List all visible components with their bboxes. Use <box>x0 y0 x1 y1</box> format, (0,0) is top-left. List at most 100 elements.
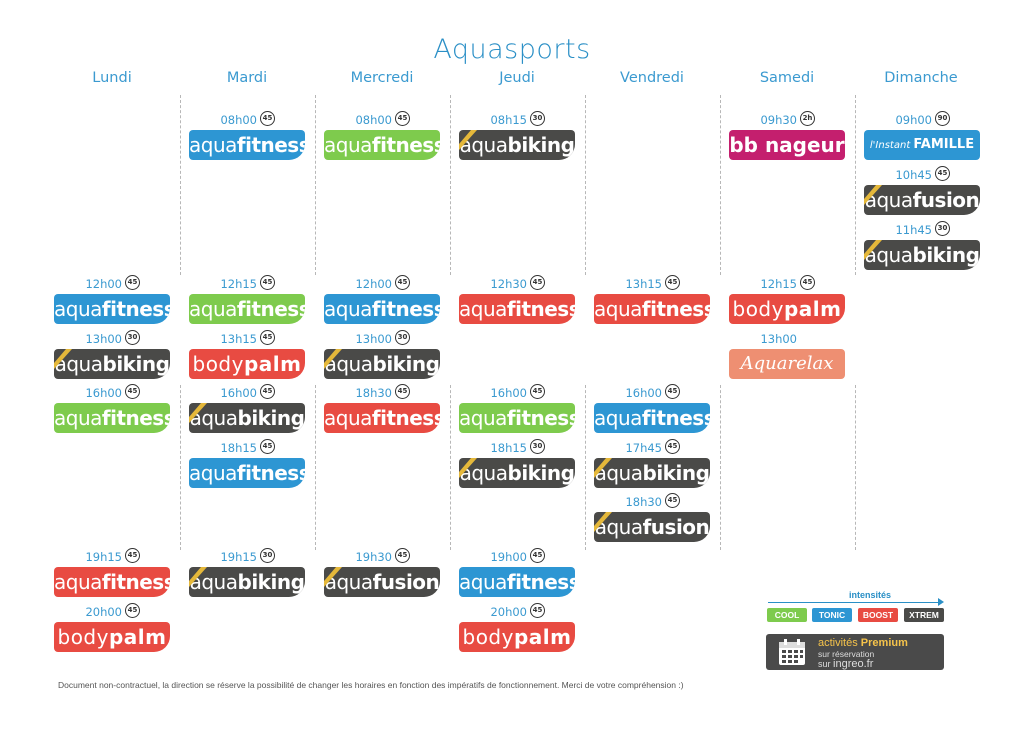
duration-badge: 45 <box>260 111 275 126</box>
activity-label-main: biking <box>372 352 440 376</box>
activity-label-prefix: aqua <box>459 461 508 485</box>
activity-label-main: palm <box>513 625 572 649</box>
activity-label: bb nageur <box>729 133 845 157</box>
activity-badge: aquafitness <box>594 294 710 324</box>
activity-badge: aquabiking <box>594 458 710 488</box>
session-time: 08h15 <box>490 113 527 127</box>
activity-badge: aquafitness <box>459 294 575 324</box>
activity-label-prefix: aqua <box>594 297 642 321</box>
activity-label-main: fitness <box>371 133 440 157</box>
activity-badge: Aquarelax <box>729 349 845 379</box>
activity-label-main: biking <box>237 406 305 430</box>
day-header-6: Dimanche <box>884 70 958 86</box>
activity-label-prefix: aqua <box>594 515 643 539</box>
activity-badge: bodypalm <box>189 349 305 379</box>
activity-label-main: fitness <box>506 406 575 430</box>
activity-label-main: biking <box>102 352 170 376</box>
legend-arrow-icon <box>938 598 944 606</box>
activity-label-prefix: aqua <box>459 133 508 157</box>
duration-badge: 45 <box>395 548 410 563</box>
activity-badge: aquafitness <box>459 403 575 433</box>
duration-badge: 30 <box>530 439 545 454</box>
column-divider <box>450 95 451 275</box>
page-title: Aquasports <box>433 34 591 65</box>
activity-label-prefix: aqua <box>324 297 372 321</box>
legend-arrow-line <box>768 602 940 603</box>
duration-badge: 45 <box>125 603 140 618</box>
session-time: 09h30 <box>760 113 797 127</box>
column-divider <box>855 385 856 550</box>
activity-label-prefix: aqua <box>324 570 373 594</box>
activity-label-main: biking <box>507 133 575 157</box>
activity-label-main: fitness <box>101 406 170 430</box>
activity-badge: aquafitness <box>594 403 710 433</box>
activity-label-prefix: body <box>462 625 514 649</box>
activity-badge: bodypalm <box>54 622 170 652</box>
activity-badge: aquabiking <box>324 349 440 379</box>
duration-badge: 30 <box>125 330 140 345</box>
duration-badge: 45 <box>800 275 815 290</box>
activity-badge: aquafusion <box>594 512 710 542</box>
activity-label-prefix: aqua <box>459 570 507 594</box>
activity-badge: aquafitness <box>324 403 440 433</box>
activity-badge: aquafitness <box>189 294 305 324</box>
session-time: 08h00 <box>355 113 392 127</box>
session-time: 19h15 <box>85 550 122 564</box>
premium-link[interactable]: sur ingreo.fr <box>818 658 874 670</box>
activity-label-prefix: aqua <box>864 243 913 267</box>
duration-badge: 45 <box>125 275 140 290</box>
activity-label-prefix: aqua <box>459 297 507 321</box>
activity-badge: aquafitness <box>54 403 170 433</box>
activity-label-main: biking <box>912 243 980 267</box>
activity-label-main: palm <box>108 625 167 649</box>
session-time: 13h15 <box>220 332 257 346</box>
duration-badge: 30 <box>260 548 275 563</box>
activity-badge: aquafitness <box>324 294 440 324</box>
column-divider <box>450 385 451 550</box>
activity-label-prefix: aqua <box>54 352 103 376</box>
duration-badge: 45 <box>665 493 680 508</box>
activity-badge: aquafitness <box>189 130 305 160</box>
activity-label-prefix: aqua <box>324 406 372 430</box>
activity-badge: aquafitness <box>324 130 440 160</box>
activity-label-main: fitness <box>371 406 440 430</box>
activity-label-main: fitness <box>506 570 575 594</box>
duration-badge: 45 <box>125 548 140 563</box>
activity-badge: aquabiking <box>459 130 575 160</box>
activity-badge: aquafusion <box>864 185 980 215</box>
activity-badge: aquafitness <box>459 567 575 597</box>
duration-badge: 30 <box>935 221 950 236</box>
session-time: 19h15 <box>220 550 257 564</box>
activity-badge: l'Instant FAMILLE <box>864 130 980 160</box>
session-time: 19h00 <box>490 550 527 564</box>
session-time: 13h00 <box>760 332 797 346</box>
duration-badge: 45 <box>260 330 275 345</box>
day-header-2: Mercredi <box>350 70 414 86</box>
session-time: 16h00 <box>85 386 122 400</box>
premium-line-2: sur réservation <box>818 649 875 659</box>
session-time: 11h45 <box>895 223 932 237</box>
activity-label-prefix: aqua <box>54 406 102 430</box>
duration-badge: 45 <box>260 384 275 399</box>
session-time: 19h30 <box>355 550 392 564</box>
column-divider <box>180 385 181 550</box>
footer-disclaimer: Document non-contractuel, la direction s… <box>58 680 684 690</box>
legend-chip-tonic: TONIC <box>812 608 852 622</box>
activity-label-prefix: aqua <box>189 133 237 157</box>
duration-badge: 90 <box>935 111 950 126</box>
activity-label-main: biking <box>507 461 575 485</box>
duration-badge: 45 <box>260 275 275 290</box>
activity-label-main: fitness <box>236 133 305 157</box>
activity-badge: aquafusion <box>324 567 440 597</box>
session-time: 18h30 <box>355 386 392 400</box>
duration-badge: 30 <box>530 111 545 126</box>
column-divider <box>180 95 181 275</box>
activity-label-main: fitness <box>641 297 710 321</box>
legend-chip-boost: BOOST <box>858 608 898 622</box>
session-time: 12h00 <box>85 277 122 291</box>
activity-label-main: biking <box>237 570 305 594</box>
duration-badge: 45 <box>530 603 545 618</box>
session-time: 16h00 <box>220 386 257 400</box>
activity-label-main: fitness <box>101 570 170 594</box>
session-time: 18h30 <box>625 495 662 509</box>
